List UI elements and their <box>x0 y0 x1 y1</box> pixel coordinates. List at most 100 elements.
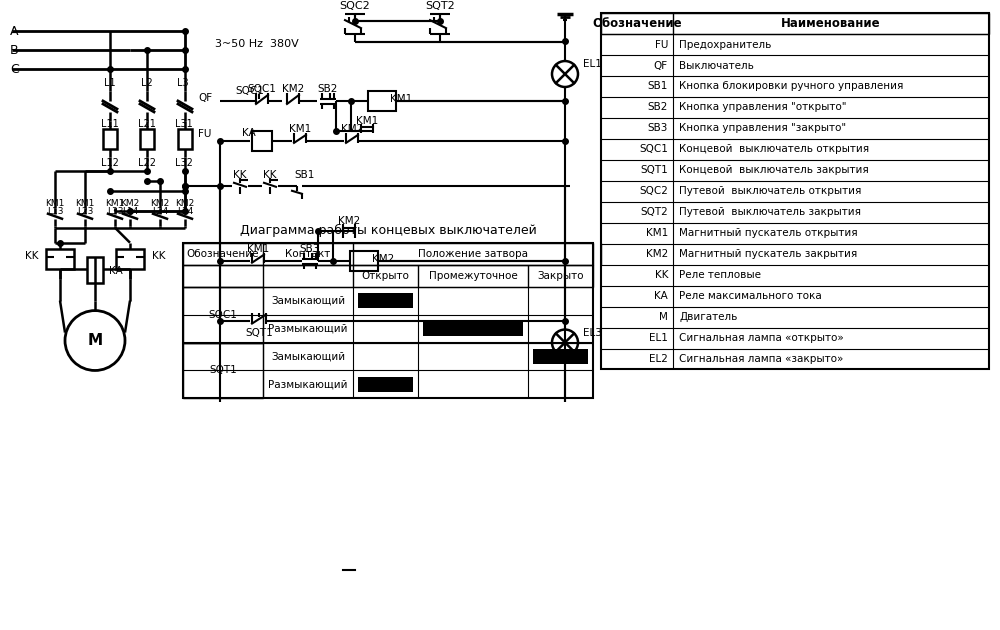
Text: A: A <box>10 25 18 38</box>
Text: KK: KK <box>24 251 38 261</box>
Text: Предохранитель: Предохранитель <box>679 40 771 50</box>
Text: SB1: SB1 <box>648 81 668 91</box>
Text: SB1: SB1 <box>295 170 315 180</box>
Text: KK: KK <box>152 251 166 261</box>
Text: Положение затвора: Положение затвора <box>418 249 528 259</box>
Text: Выключатель: Выключатель <box>679 60 754 71</box>
Text: Путевой  выключатель закрытия: Путевой выключатель закрытия <box>679 207 861 217</box>
Text: Диаграмма работы концевых выключателей: Диаграмма работы концевых выключателей <box>240 224 536 238</box>
Bar <box>601 13 989 34</box>
Text: Концевой  выключатель открытия: Концевой выключатель открытия <box>679 144 869 154</box>
Text: Кнопка управления "открыто": Кнопка управления "открыто" <box>679 103 846 113</box>
Text: KM1: KM1 <box>390 94 412 104</box>
Bar <box>46 249 74 268</box>
Text: Магнитный пускатель открытия: Магнитный пускатель открытия <box>679 228 858 238</box>
Text: L32: L32 <box>175 158 193 168</box>
Text: L31: L31 <box>175 119 193 129</box>
Text: SB2: SB2 <box>318 84 338 94</box>
Text: Наименование: Наименование <box>781 17 881 30</box>
Text: Концевой  выключатель закрытия: Концевой выключатель закрытия <box>679 165 869 175</box>
Text: L33: L33 <box>107 207 123 216</box>
Text: KM1: KM1 <box>356 116 378 126</box>
Text: KM2: KM2 <box>175 199 195 209</box>
Text: EL1: EL1 <box>583 59 602 69</box>
Text: FU: FU <box>655 40 668 50</box>
Text: Обозначение: Обозначение <box>187 249 259 259</box>
Text: EL2: EL2 <box>649 354 668 364</box>
Bar <box>252 131 272 151</box>
Text: L22: L22 <box>138 158 156 168</box>
Bar <box>533 349 588 364</box>
Text: KM2: KM2 <box>120 199 140 209</box>
Text: KM2: KM2 <box>372 254 394 264</box>
Text: Кнопка блокировки ручного управления: Кнопка блокировки ручного управления <box>679 81 903 91</box>
Text: KM1: KM1 <box>105 199 125 209</box>
Bar <box>140 129 154 149</box>
Text: KM2: KM2 <box>338 215 360 226</box>
Text: KM2: KM2 <box>646 249 668 259</box>
Text: SQC1: SQC1 <box>639 144 668 154</box>
Bar <box>368 91 396 111</box>
Text: FU: FU <box>198 129 211 139</box>
Text: KA: KA <box>654 291 668 301</box>
Text: KK: KK <box>233 170 247 180</box>
Text: Размыкающий: Размыкающий <box>268 379 348 389</box>
Text: SQC1: SQC1 <box>248 84 276 94</box>
Text: L1: L1 <box>104 78 116 88</box>
Text: QF: QF <box>198 93 212 103</box>
Text: EL3: EL3 <box>583 328 602 338</box>
Text: SQC1: SQC1 <box>209 309 237 319</box>
Text: Сигнальная лампа «открыто»: Сигнальная лампа «открыто» <box>679 333 844 343</box>
Bar <box>423 321 523 336</box>
Text: SQT1: SQT1 <box>245 328 273 338</box>
Text: C: C <box>10 62 19 76</box>
Text: SB3: SB3 <box>300 244 320 254</box>
Bar <box>178 129 192 149</box>
Text: EL1: EL1 <box>649 333 668 343</box>
Text: Двигатель: Двигатель <box>679 312 737 322</box>
Text: SQC2: SQC2 <box>340 1 370 11</box>
Text: L11: L11 <box>101 119 119 129</box>
Text: SQC1: SQC1 <box>236 86 264 96</box>
Text: L13: L13 <box>47 207 63 216</box>
Text: Промежуточное: Промежуточное <box>429 271 517 280</box>
Bar <box>87 256 103 283</box>
Bar <box>183 243 593 398</box>
Text: SQC2: SQC2 <box>639 186 668 197</box>
Text: KM2: KM2 <box>282 84 304 94</box>
Text: B: B <box>10 43 19 57</box>
Bar <box>183 243 593 265</box>
Bar <box>350 251 378 271</box>
Text: Реле тепловые: Реле тепловые <box>679 270 761 280</box>
Text: KM1: KM1 <box>75 199 95 209</box>
Text: SB2: SB2 <box>648 103 668 113</box>
Text: L24: L24 <box>152 207 168 216</box>
Text: KM2: KM2 <box>341 124 363 134</box>
Text: L34: L34 <box>177 207 193 216</box>
Bar <box>183 265 593 287</box>
Text: KM2: KM2 <box>150 199 170 209</box>
Text: Размыкающий: Размыкающий <box>268 324 348 333</box>
Text: KK: KK <box>263 170 277 180</box>
Text: SQT2: SQT2 <box>425 1 455 11</box>
Text: SQT1: SQT1 <box>640 165 668 175</box>
Text: L14: L14 <box>122 207 138 216</box>
Text: Кнопка управления "закрыто": Кнопка управления "закрыто" <box>679 123 846 134</box>
Text: KM1: KM1 <box>247 244 269 254</box>
Text: Реле максимального тока: Реле максимального тока <box>679 291 822 301</box>
Text: M: M <box>659 312 668 322</box>
Text: SQT1: SQT1 <box>209 365 237 375</box>
Bar <box>358 377 413 392</box>
Text: M: M <box>87 333 103 348</box>
Bar <box>183 287 263 343</box>
Text: Обозначение: Обозначение <box>592 17 682 30</box>
Text: KM1: KM1 <box>289 124 311 134</box>
Text: Закрыто: Закрыто <box>537 271 584 280</box>
Text: Замыкающий: Замыкающий <box>271 295 345 306</box>
Text: L12: L12 <box>101 158 119 168</box>
Bar <box>116 249 144 268</box>
Text: QF: QF <box>654 60 668 71</box>
Text: SB3: SB3 <box>648 123 668 134</box>
Text: Путевой  выключатель открытия: Путевой выключатель открытия <box>679 186 861 197</box>
Bar <box>103 129 117 149</box>
